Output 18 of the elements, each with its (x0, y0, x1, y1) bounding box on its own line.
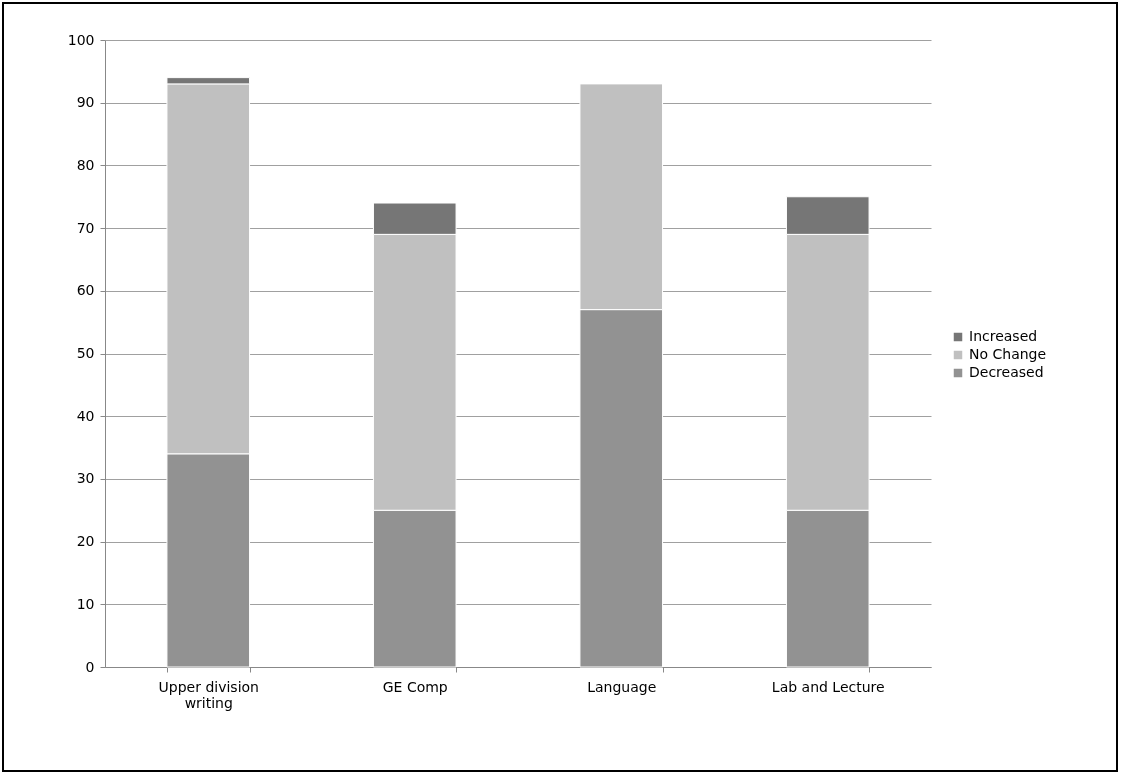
y-tick-label: 90 (76, 94, 95, 111)
y-tick-label: 50 (76, 345, 95, 361)
y-tick-label: 20 (76, 533, 95, 550)
y-tick-label: 80 (76, 156, 95, 173)
legend-label: No Change (969, 346, 1047, 362)
y-tick-label: 40 (76, 407, 95, 424)
y-tick-label: 0 (85, 658, 95, 675)
y-tick-label: 70 (76, 219, 95, 236)
x-tick-label: Language (587, 678, 657, 695)
legend-label: Increased (969, 328, 1038, 344)
y-tick-label: 100 (67, 31, 95, 48)
x-tick-label: GE Comp (382, 678, 448, 695)
x-tick-label: Lab and Lecture (771, 678, 885, 695)
x-tick-label: Upper division writing (158, 678, 259, 711)
y-tick-label: 30 (76, 470, 95, 487)
legend-label: Decreased (969, 364, 1044, 380)
y-tick-label: 10 (76, 595, 95, 612)
y-tick-label: 60 (76, 282, 95, 299)
